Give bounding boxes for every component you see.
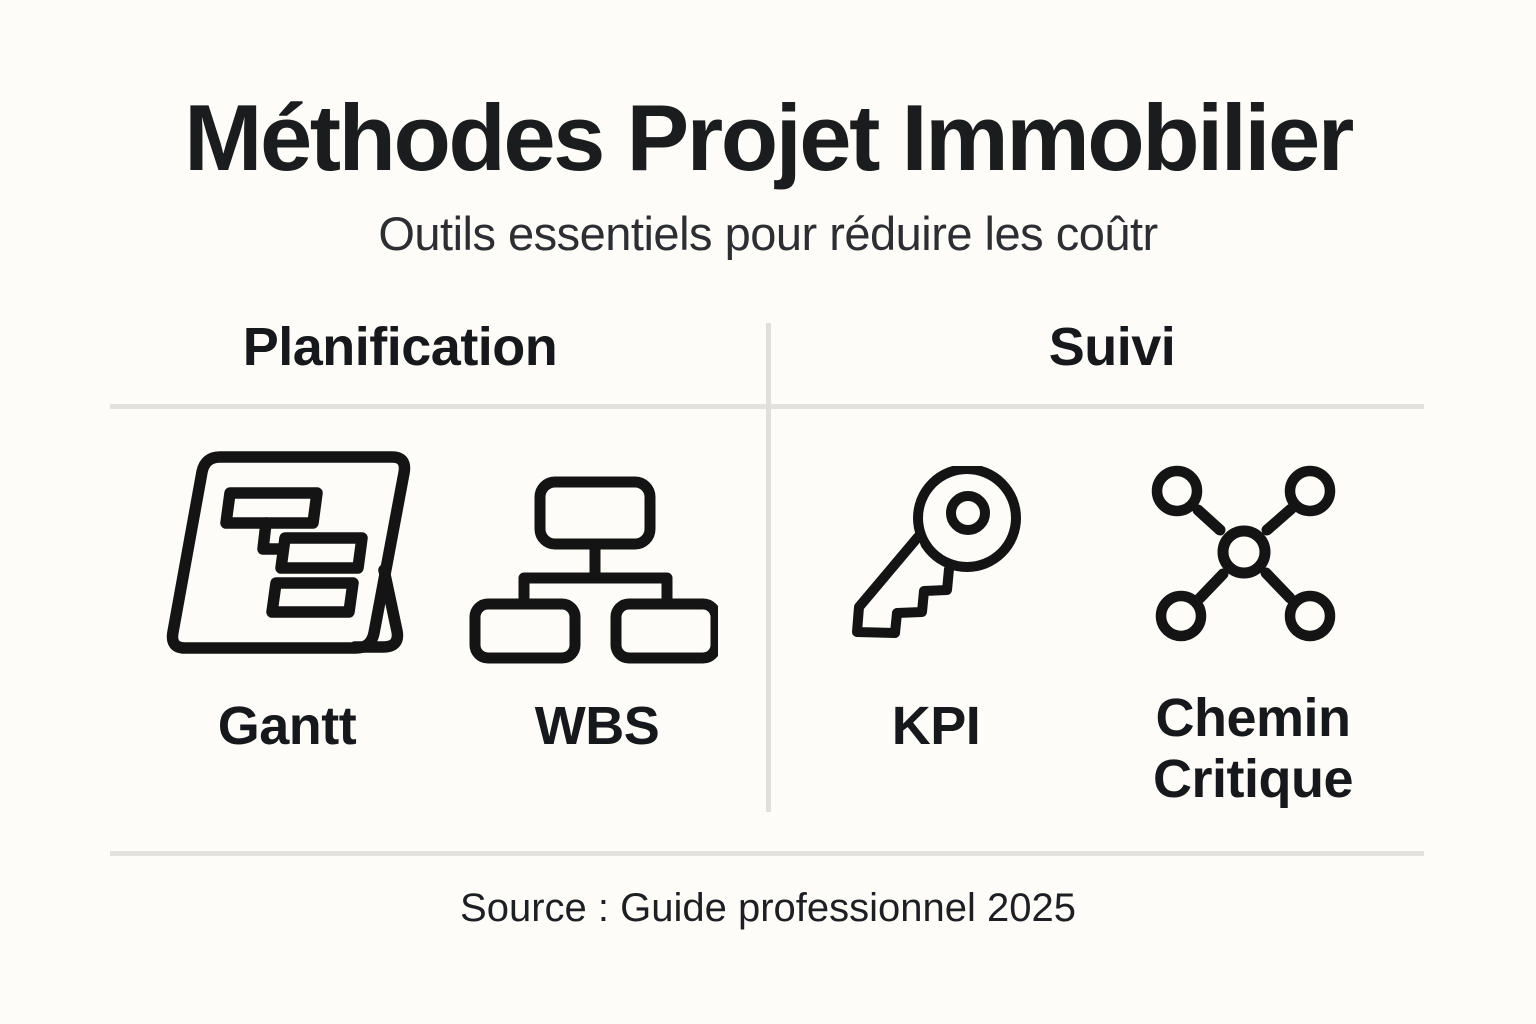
- network-nodes-icon: [1150, 465, 1340, 647]
- label-wbs: WBS: [534, 696, 660, 756]
- page-title: Méthodes Projet Immobilier: [184, 85, 1354, 190]
- source-note: Source : Guide professionnel 2025: [460, 886, 1076, 930]
- label-chemin-critique: Chemin Critique: [1152, 688, 1354, 810]
- gantt-board-icon: [158, 446, 416, 656]
- page-subtitle: Outils essentiels pour réduire les coûtr: [378, 207, 1158, 260]
- column-header-suivi: Suivi: [1048, 317, 1176, 377]
- column-header-planification: Planification: [242, 317, 558, 377]
- footer-divider-line: [110, 851, 1424, 856]
- column-divider-line: [766, 323, 771, 812]
- key-icon: [852, 466, 1032, 646]
- label-kpi: KPI: [891, 696, 981, 756]
- wbs-tree-icon: [468, 474, 718, 664]
- label-gantt: Gantt: [217, 696, 357, 756]
